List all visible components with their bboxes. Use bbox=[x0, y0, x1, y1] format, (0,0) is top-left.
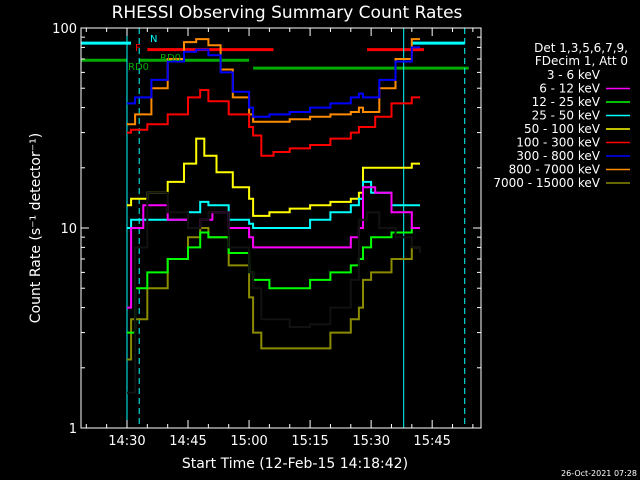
annotation-label-1: F bbox=[135, 43, 141, 54]
legend-entry-label-7: 800 - 7000 keV bbox=[509, 163, 601, 177]
series-line-0 bbox=[127, 191, 421, 394]
y-tick-label-1: 10 bbox=[60, 222, 77, 237]
y-axis-label: Count Rate (s⁻¹ detector⁻¹) bbox=[28, 133, 44, 323]
axes: 1 10 100 14:30 14:45 15:00 15:15 15:30 15:45 bbox=[52, 22, 481, 449]
x-axis-label: Start Time (12-Feb-15 14:18:42) bbox=[182, 456, 408, 472]
series-line-2 bbox=[127, 227, 420, 334]
x-tick-label-1: 14:45 bbox=[169, 434, 206, 449]
annotation-label-3: RD0 bbox=[128, 62, 149, 73]
x-tick-label-5: 15:45 bbox=[413, 434, 450, 449]
series-line-7 bbox=[127, 38, 420, 126]
series-line-6 bbox=[127, 46, 420, 118]
x-tick-label-3: 15:15 bbox=[291, 434, 328, 449]
annotation-label-2: RD0 bbox=[160, 53, 181, 64]
y-tick-label-2: 100 bbox=[52, 22, 77, 37]
chart-title: RHESSI Observing Summary Count Rates bbox=[112, 3, 463, 23]
legend-entry-label-1: 6 - 12 keV bbox=[539, 82, 601, 96]
x-tick-label-0: 14:30 bbox=[108, 434, 145, 449]
legend-entry-label-5: 100 - 300 keV bbox=[516, 136, 600, 150]
legend-entry-label-0: 3 - 6 keV bbox=[547, 68, 601, 82]
series-line-5 bbox=[127, 89, 420, 157]
legend: Det 1,3,5,6,7,9, FDecim 1, Att 0 3 - 6 k… bbox=[493, 41, 630, 190]
y-tick-label-0: 1 bbox=[69, 422, 77, 437]
series-line-1 bbox=[127, 186, 420, 309]
legend-header-line-2: FDecim 1, Att 0 bbox=[535, 54, 628, 68]
legend-entry-label-3: 25 - 50 keV bbox=[532, 109, 601, 123]
series-line-4 bbox=[127, 137, 420, 217]
legend-entry-label-4: 50 - 100 keV bbox=[524, 122, 601, 136]
legend-entry-label-2: 12 - 25 keV bbox=[532, 95, 601, 109]
annotation-label-0: N bbox=[150, 34, 157, 45]
generation-timestamp: 26-Oct-2021 07:28 bbox=[561, 469, 637, 478]
x-tick-label-2: 15:00 bbox=[230, 434, 267, 449]
legend-header-line-1: Det 1,3,5,6,7,9, bbox=[534, 41, 628, 55]
plot-area: NF RD0 RD0 bbox=[81, 28, 469, 428]
x-tick-label-4: 15:30 bbox=[352, 434, 389, 449]
legend-entry-label-8: 7000 - 15000 keV bbox=[493, 176, 600, 190]
legend-entry-label-6: 300 - 800 keV bbox=[516, 149, 600, 163]
